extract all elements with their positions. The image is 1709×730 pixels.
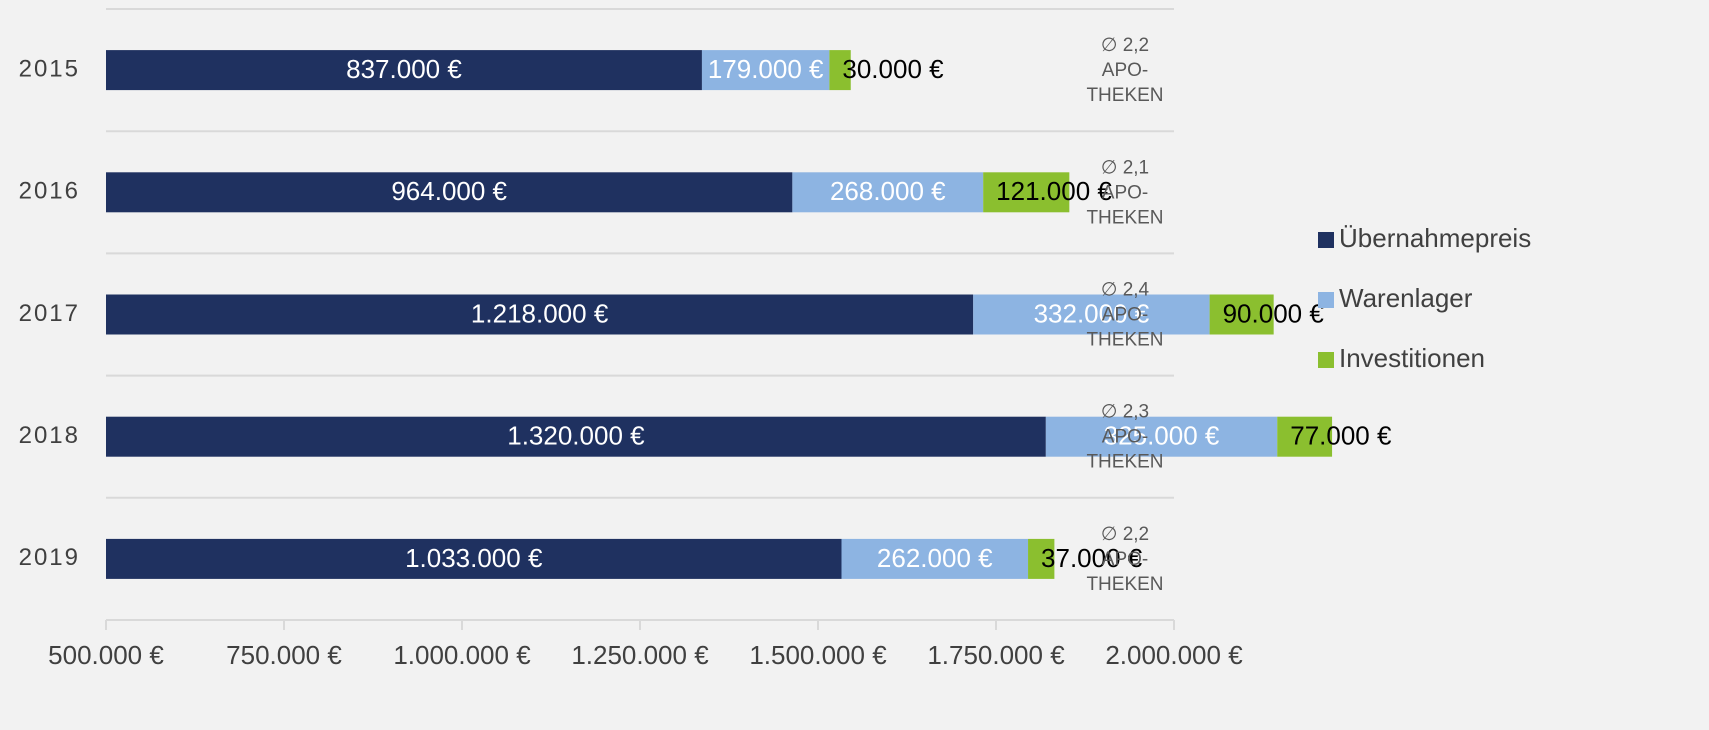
data-label: 268.000 €	[830, 176, 946, 206]
data-label: 90.000 €	[1223, 298, 1325, 328]
annotation: THEKEN	[1086, 207, 1163, 228]
data-label: 262.000 €	[877, 543, 993, 573]
annotation: ∅ 2,1	[1101, 157, 1149, 178]
legend-swatch	[1318, 232, 1334, 248]
annotation: THEKEN	[1086, 452, 1163, 473]
annotation: ∅ 2,4	[1101, 280, 1150, 301]
data-label: 77.000 €	[1290, 421, 1392, 451]
x-tick-label: 750.000 €	[226, 640, 342, 670]
y-tick-label: 2018	[19, 422, 80, 449]
bar-segment	[1277, 416, 1333, 457]
bar-segment	[792, 172, 984, 213]
annotation: APO-	[1102, 305, 1148, 326]
bar-segment	[1209, 294, 1274, 335]
bar-segment	[1028, 538, 1055, 579]
y-tick-label: 2015	[19, 55, 80, 82]
data-label: 1.218.000 €	[471, 298, 609, 328]
bar-segment	[106, 416, 1046, 457]
y-tick-label: 2017	[19, 300, 80, 327]
data-label: 837.000 €	[346, 54, 462, 84]
x-tick-label: 2.000.000 €	[1105, 640, 1243, 670]
bar-segment	[106, 538, 842, 579]
annotation: THEKEN	[1086, 85, 1163, 106]
bar-segment	[841, 538, 1029, 579]
x-tick-label: 1.000.000 €	[393, 640, 531, 670]
annotation: APO-	[1102, 182, 1148, 203]
legend-swatch	[1318, 292, 1334, 308]
data-label: 1.033.000 €	[405, 543, 543, 573]
bar-segment	[106, 50, 702, 91]
legend-label: Warenlager	[1339, 283, 1473, 313]
bar-segment	[829, 50, 851, 91]
annotation: ∅ 2,3	[1101, 402, 1149, 423]
data-label: 179.000 €	[708, 54, 824, 84]
annotation: ∅ 2,2	[1101, 35, 1149, 56]
bar-segment	[1045, 416, 1278, 457]
data-label: 30.000 €	[842, 54, 944, 84]
bar-segment	[973, 294, 1210, 335]
legend-swatch	[1318, 352, 1334, 368]
bar-segment	[983, 172, 1070, 213]
annotation: THEKEN	[1086, 330, 1163, 351]
y-tick-label: 2016	[19, 178, 80, 205]
x-tick-label: 500.000 €	[48, 640, 164, 670]
annotation: ∅ 2,2	[1101, 524, 1149, 545]
x-tick-label: 1.250.000 €	[571, 640, 709, 670]
bar-segment	[106, 172, 793, 213]
bar-segment	[701, 50, 830, 91]
legend-label: Übernahmepreis	[1339, 223, 1531, 253]
x-tick-label: 1.500.000 €	[749, 640, 887, 670]
data-label: 1.320.000 €	[507, 421, 645, 451]
y-tick-label: 2019	[19, 544, 80, 571]
data-label: 332.000 €	[1034, 298, 1150, 328]
annotation: APO-	[1102, 60, 1148, 81]
annotation: THEKEN	[1086, 574, 1163, 595]
bar-segment	[106, 294, 974, 335]
x-tick-label: 1.750.000 €	[927, 640, 1065, 670]
data-label: 964.000 €	[391, 176, 507, 206]
data-label: 325.000 €	[1104, 421, 1220, 451]
legend-label: Investitionen	[1339, 343, 1485, 373]
annotation: APO-	[1102, 549, 1148, 570]
data-label: 37.000 €	[1041, 543, 1143, 573]
data-label: 121.000 €	[996, 176, 1112, 206]
annotation: APO-	[1102, 427, 1148, 448]
